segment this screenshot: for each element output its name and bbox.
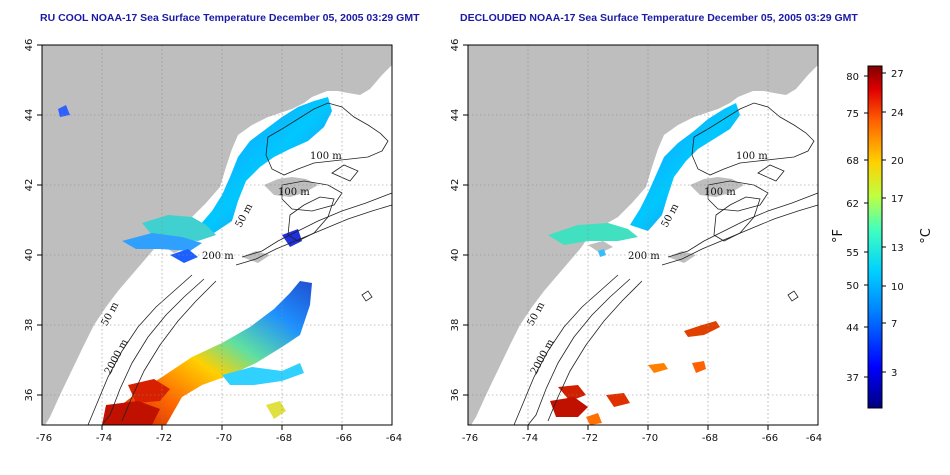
lon-tick-label: -74: [96, 433, 112, 444]
lat-tick-label: 42: [450, 179, 461, 192]
contour-label: 200 m: [628, 251, 660, 262]
left-map-title: RU COOL NOAA-17 Sea Surface Temperature …: [40, 12, 420, 24]
contour-label: 100 m: [310, 151, 342, 162]
contour-label: 200 m: [202, 251, 234, 262]
lon-tick-label: -76: [36, 433, 52, 444]
lon-tick-label: -70: [216, 433, 232, 444]
fahrenheit-tick-label: 80: [846, 72, 859, 83]
fahrenheit-tick-label: 55: [846, 248, 859, 259]
fahrenheit-tick-label: 68: [846, 156, 859, 167]
celsius-tick-label: 24: [891, 108, 904, 119]
lat-tick-label: 46: [450, 39, 461, 52]
fahrenheit-tick-label: 37: [846, 373, 859, 384]
celsius-unit-label: °C: [919, 228, 934, 244]
lon-tick-label: -64: [386, 433, 402, 444]
celsius-tick-label: 7: [891, 319, 897, 330]
lon-tick-label: -68: [276, 433, 292, 444]
fahrenheit-tick-label: 50: [846, 281, 859, 292]
fahrenheit-unit-label: °F: [831, 229, 846, 243]
fahrenheit-tick-label: 44: [846, 323, 859, 334]
lat-tick-label: 46: [24, 39, 35, 52]
sst-cool-shelf-region: [200, 97, 332, 233]
lat-tick-label: 44: [450, 109, 461, 122]
fahrenheit-tick-label: 62: [846, 199, 859, 210]
lat-tick-label: 40: [24, 249, 35, 262]
lon-tick-label: -64: [806, 433, 822, 444]
lon-tick-label: -66: [762, 433, 778, 444]
contour-label: 100 m: [704, 187, 736, 198]
lon-tick-label: -72: [156, 433, 172, 444]
lat-tick-label: 40: [450, 249, 461, 262]
lat-tick-label: 36: [24, 389, 35, 402]
lon-tick-label: -68: [702, 433, 718, 444]
left-map-panel: 100 m 100 m 50 m 200 m 50 m 2000 m -76 -…: [24, 39, 402, 444]
lon-tick-label: -74: [522, 433, 538, 444]
celsius-tick-label: 20: [891, 156, 904, 167]
sst-cool-shelf-region: [630, 103, 740, 231]
fahrenheit-tick-label: 75: [846, 109, 859, 120]
lat-tick-label: 44: [24, 109, 35, 122]
right-map-title: DECLOUDED NOAA-17 Sea Surface Temperatur…: [460, 12, 858, 24]
colorbar-gradient: [867, 65, 883, 409]
lon-tick-label: -66: [336, 433, 352, 444]
lon-tick-label: -76: [462, 433, 478, 444]
celsius-tick-label: 10: [891, 282, 904, 293]
celsius-tick-label: 27: [891, 69, 904, 80]
celsius-tick-label: 3: [891, 368, 897, 379]
temperature-colorbar: 80 75 68 62 55 50 44 37 27 24 20 17 13 1…: [831, 65, 934, 409]
lon-tick-label: -70: [642, 433, 658, 444]
celsius-tick-label: 13: [891, 243, 904, 254]
contour-label: 100 m: [736, 151, 768, 162]
lat-tick-label: 38: [24, 319, 35, 332]
lat-tick-label: 42: [24, 179, 35, 192]
sst-shelf-patch: [548, 223, 638, 245]
contour-label: 100 m: [278, 187, 310, 198]
sst-warm-patch: [558, 385, 586, 401]
right-map-panel: 100 m 100 m 50 m 200 m 50 m 2000 m -76 -…: [450, 39, 822, 444]
lat-tick-label: 36: [450, 389, 461, 402]
lon-tick-label: -72: [582, 433, 598, 444]
lat-tick-label: 38: [450, 319, 461, 332]
celsius-tick-label: 17: [891, 194, 904, 205]
